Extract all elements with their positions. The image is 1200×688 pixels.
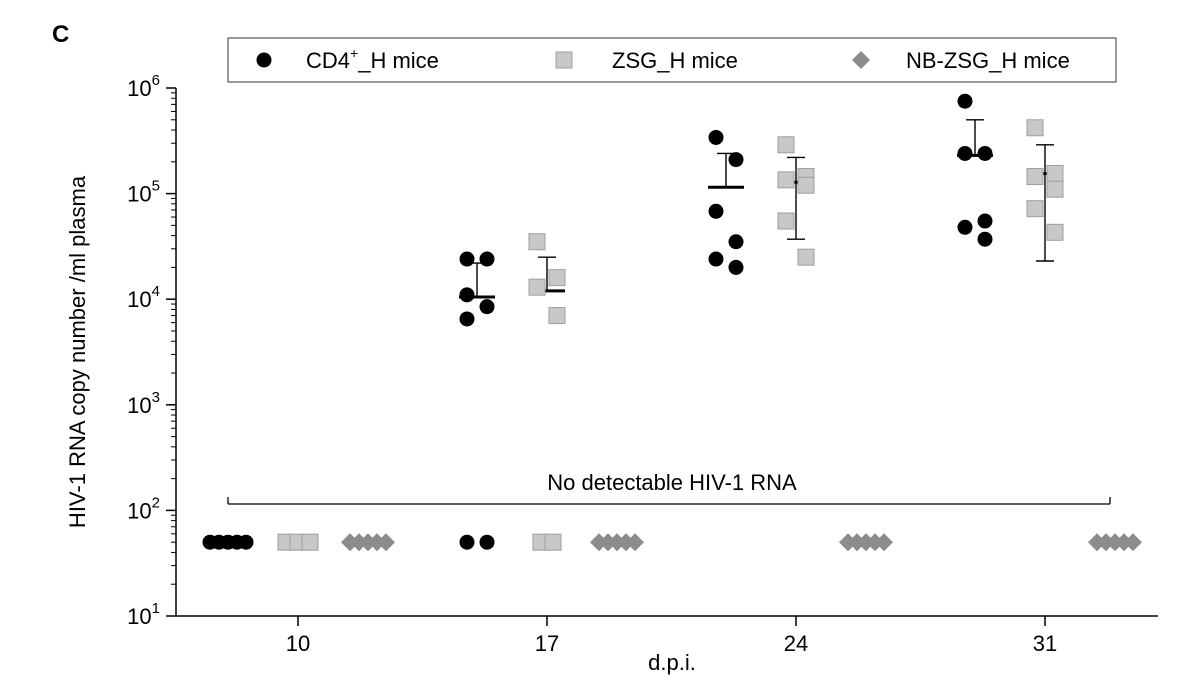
legend: CD4+_H mice ZSG_H mice NB-ZSG_H mice bbox=[227, 37, 1117, 83]
y-axis-label: HIV-1 RNA copy number /ml plasma bbox=[65, 175, 90, 528]
data-point-square bbox=[777, 171, 795, 189]
legend-marker-circle bbox=[256, 52, 272, 68]
data-point-circle bbox=[957, 93, 973, 109]
data-point-square bbox=[548, 269, 566, 287]
x-axis-label: d.p.i. bbox=[648, 650, 696, 675]
x-tick-label: 17 bbox=[535, 631, 559, 656]
data-point-circle bbox=[479, 299, 495, 315]
data-point-diamond bbox=[1124, 533, 1142, 552]
legend-label-zsg: ZSG_H mice bbox=[612, 48, 738, 73]
data-point-square bbox=[528, 233, 546, 251]
data-point-circle bbox=[728, 259, 744, 275]
data-point-circle bbox=[708, 251, 724, 267]
data-point-circle bbox=[459, 251, 475, 267]
x-tick-label: 31 bbox=[1033, 631, 1057, 656]
data-point-circle bbox=[728, 234, 744, 250]
y-tick-label: 106 bbox=[127, 72, 160, 101]
data-point-square bbox=[301, 533, 319, 551]
x-tick-label: 24 bbox=[784, 631, 808, 656]
legend-label-cd4: CD4+_H mice bbox=[306, 45, 439, 73]
data-point-square bbox=[777, 212, 795, 230]
data-point-circle bbox=[977, 231, 993, 247]
no-detect-label: No detectable HIV-1 RNA bbox=[547, 470, 797, 495]
x-tick-label: 10 bbox=[286, 631, 310, 656]
data-point-circle bbox=[977, 213, 993, 229]
data-point-square bbox=[1046, 223, 1064, 241]
legend-marker-diamond bbox=[852, 51, 870, 69]
y-tick-label: 103 bbox=[127, 389, 160, 418]
y-tick-label: 101 bbox=[127, 600, 160, 629]
data-point-square bbox=[777, 136, 795, 154]
data-point-diamond bbox=[875, 533, 893, 552]
legend-marker-square bbox=[555, 51, 573, 69]
data-point-circle bbox=[957, 219, 973, 235]
data-point-square bbox=[797, 248, 815, 266]
data-marks bbox=[202, 93, 1142, 552]
data-point-circle bbox=[459, 287, 475, 303]
y-tick-label: 102 bbox=[127, 494, 160, 523]
data-point-circle bbox=[479, 534, 495, 550]
y-tick-label: 105 bbox=[127, 178, 160, 207]
data-point-square bbox=[548, 307, 566, 325]
data-point-circle bbox=[708, 203, 724, 219]
data-point-square bbox=[544, 533, 562, 551]
data-point-circle bbox=[728, 152, 744, 168]
data-point-square bbox=[528, 278, 546, 296]
data-point-square bbox=[1046, 180, 1064, 198]
legend-label-nb-zsg: NB-ZSG_H mice bbox=[906, 48, 1070, 73]
data-point-circle bbox=[479, 251, 495, 267]
legend-frame bbox=[227, 37, 1117, 83]
x-ticks: 10 17 24 31 bbox=[286, 616, 1057, 656]
data-point-circle bbox=[708, 129, 724, 145]
panel-label: C bbox=[52, 21, 69, 48]
data-point-diamond bbox=[626, 533, 644, 552]
no-detect-annotation: No detectable HIV-1 RNA bbox=[227, 470, 1111, 505]
data-point-circle bbox=[459, 534, 475, 550]
data-point-square bbox=[1046, 165, 1064, 183]
data-point-circle bbox=[459, 311, 475, 327]
data-point-circle bbox=[977, 145, 993, 161]
y-tick-label: 104 bbox=[127, 283, 160, 312]
y-ticks: 101 102 103 104 105 106 bbox=[127, 72, 176, 629]
data-point-diamond bbox=[377, 533, 395, 552]
data-point-square bbox=[797, 176, 815, 194]
data-point-square bbox=[1026, 168, 1044, 186]
data-point-square bbox=[1026, 200, 1044, 218]
data-point-circle bbox=[957, 145, 973, 161]
data-point-square bbox=[1026, 119, 1044, 137]
data-point-circle bbox=[238, 534, 254, 550]
